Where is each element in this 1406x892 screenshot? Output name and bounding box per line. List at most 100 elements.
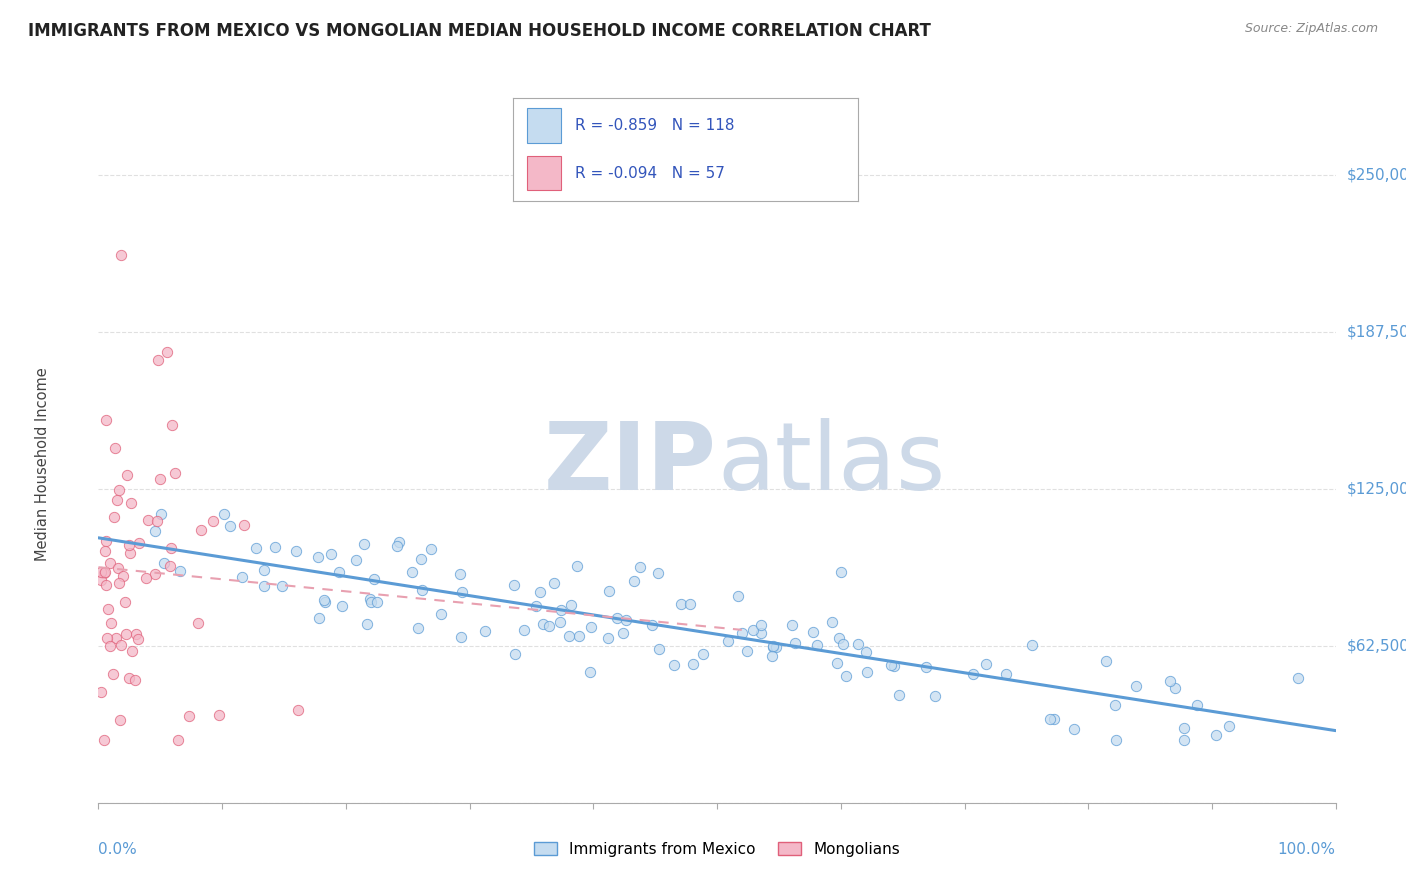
Point [101,667,124,681]
Point [846,637,869,651]
Point [1125,679,1147,693]
Point [524,599,547,613]
Point [924,689,946,703]
Text: IMMIGRANTS FROM MEXICO VS MONGOLIAN MEDIAN HOUSEHOLD INCOME CORRELATION CHART: IMMIGRANTS FROM MEXICO VS MONGOLIAN MEDI… [28,22,931,40]
Point [114,595,136,609]
Point [152,556,174,570]
Point [994,666,1017,681]
Point [179,709,201,723]
Point [628,560,651,574]
Point [731,625,754,640]
Point [108,713,131,727]
Point [136,513,159,527]
Point [360,595,382,609]
Point [825,656,848,670]
Point [107,561,129,575]
Point [856,665,879,679]
Point [314,593,336,607]
Point [93,733,115,747]
Point [1105,733,1128,747]
Point [1164,681,1187,696]
Point [801,625,824,640]
Point [828,631,851,645]
Point [208,708,231,723]
Point [1286,671,1309,685]
Point [231,570,253,584]
Point [401,565,423,579]
Point [160,541,183,555]
Point [284,544,307,558]
Point [167,733,190,747]
Point [121,643,143,657]
Point [202,514,225,528]
Point [503,647,526,661]
Point [100,556,122,570]
Point [915,660,938,674]
Point [550,603,572,617]
Point [406,621,429,635]
Point [135,571,157,585]
Point [104,441,127,455]
Text: 100.0%: 100.0% [1278,842,1336,856]
Text: $250,000: $250,000 [1347,168,1406,183]
Text: R = -0.859   N = 118: R = -0.859 N = 118 [575,119,735,133]
Point [548,615,571,629]
Point [94,565,117,579]
Point [780,618,803,632]
Point [962,666,984,681]
Point [103,509,125,524]
Point [834,669,856,683]
Point [90,685,112,699]
Point [537,619,560,633]
Text: R = -0.094   N = 57: R = -0.094 N = 57 [575,166,725,180]
Text: ZIP: ZIP [544,417,717,510]
Point [889,688,911,702]
Point [212,507,235,521]
Point [1187,698,1209,712]
Point [330,599,353,614]
Point [124,673,146,688]
Point [749,617,772,632]
Point [156,345,179,359]
Point [1021,638,1043,652]
Point [366,595,388,609]
Point [830,565,852,579]
Point [165,467,187,481]
Point [1173,733,1195,747]
Point [430,607,453,621]
Point [388,535,411,549]
Point [1173,721,1195,735]
Point [543,575,565,590]
Point [671,597,693,611]
Point [623,574,645,588]
Point [612,625,634,640]
Text: atlas: atlas [717,417,945,510]
Point [1159,674,1181,689]
Point [560,598,582,612]
Point [287,703,309,717]
Point [115,627,138,641]
Point [880,657,903,672]
Point [614,613,637,627]
Point [115,468,138,483]
Point [125,627,148,641]
Point [419,541,441,556]
Point [409,551,432,566]
Point [253,579,276,593]
Point [682,657,704,672]
Point [387,539,409,553]
Point [270,579,292,593]
Point [449,566,471,581]
Point [169,564,191,578]
Point [679,597,702,611]
Text: $187,500: $187,500 [1347,325,1406,340]
Point [1104,698,1126,713]
Point [253,563,276,577]
Point [717,633,740,648]
Text: 0.0%: 0.0% [98,842,138,856]
Point [974,657,997,672]
Point [1218,719,1240,733]
Point [105,631,128,645]
Point [159,558,181,573]
Point [90,573,112,587]
